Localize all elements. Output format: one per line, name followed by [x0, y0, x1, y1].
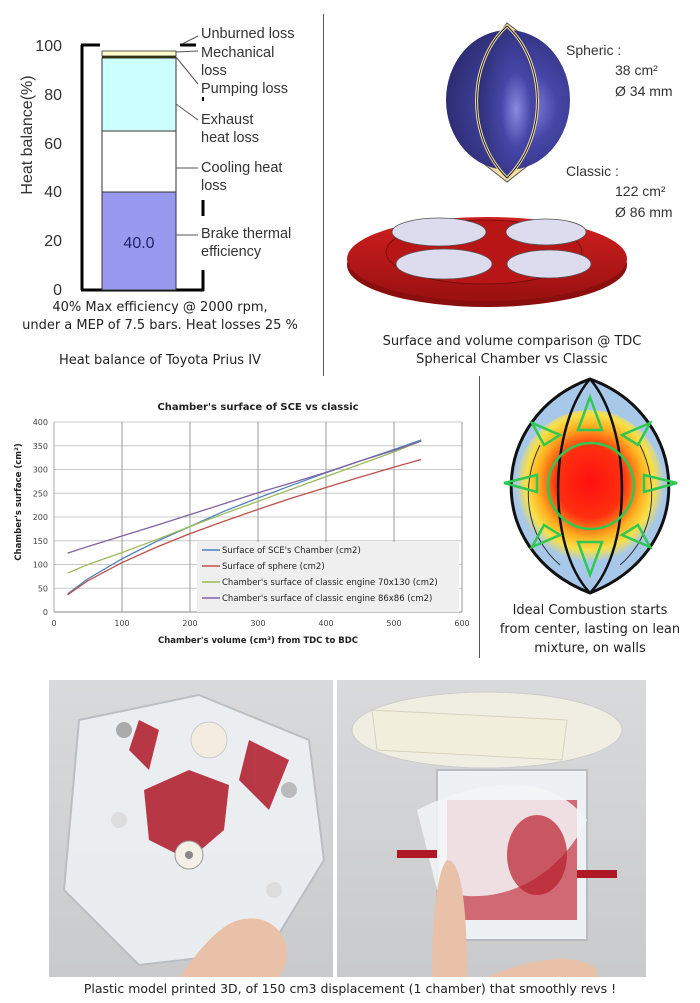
svg-text:300: 300 [250, 619, 265, 628]
comparison-caption-1: Surface and volume comparison @ TDC [382, 334, 642, 349]
spheric-chamber-shape [446, 22, 570, 183]
combustion-diagram [503, 377, 678, 595]
surface-line-chart: Chamber's surface of SCE vs classic 0 50 1… [14, 402, 470, 646]
svg-text:loss: loss [201, 178, 227, 194]
divider-top [323, 14, 324, 376]
y-tick-labels: 100 80 60 40 20 0 [35, 38, 62, 299]
svg-text:600: 600 [454, 619, 469, 628]
divider-middle [479, 376, 480, 658]
segment-pumping [102, 56, 176, 58]
svg-text:0: 0 [51, 619, 56, 628]
classic-chamber-shape [347, 217, 627, 307]
svg-text:20: 20 [44, 233, 62, 250]
svg-text:Brake thermal: Brake thermal [201, 226, 291, 242]
svg-text:Exhaust: Exhaust [201, 112, 253, 128]
svg-text:efficiency: efficiency [201, 244, 262, 260]
combustion-caption-1: Ideal Combustion starts [512, 603, 668, 618]
comparison-caption-2: Spherical Chamber vs Classic [416, 352, 608, 367]
svg-text:loss: loss [201, 63, 227, 79]
svg-text:Pumping loss: Pumping loss [201, 81, 288, 97]
classic-label: Classic : [566, 163, 619, 179]
bar-value-label: 40.0 [123, 235, 154, 252]
chart-tick-labels: 0 50 100 150 200 250 300 350 400 0 100 200 300 400 500… [33, 418, 470, 628]
svg-text:Mechanical: Mechanical [201, 45, 274, 61]
series-line-1 [67, 458, 422, 596]
chart-legend-entries: Surface of SCE's Chamber (cm2) Surface of… [202, 546, 438, 604]
x-axis-title: Chamber's volume (cm³) from TDC to BDC [158, 636, 358, 646]
combustion-caption-3: mixture, on walls [534, 641, 646, 656]
chart-series-lines [67, 439, 422, 596]
svg-text:0: 0 [53, 282, 62, 299]
svg-text:40: 40 [44, 184, 62, 201]
combustion-caption-2: from center, lasting on lean [499, 622, 681, 637]
chamber-3d-illustration [347, 22, 627, 307]
classic-area: 122 cm² [615, 183, 666, 199]
svg-text:Chamber's surface of classic e: Chamber's surface of classic engine 70x1… [222, 578, 438, 588]
photo-model-front [49, 680, 333, 977]
heat-balance-note-2: under a MEP of 7.5 bars. Heat losses 25 … [22, 318, 298, 333]
y-axis-title: Chamber's surface (cm²) [14, 443, 24, 561]
svg-text:100: 100 [114, 619, 129, 628]
svg-text:Chamber's surface of classic e: Chamber's surface of classic engine 86x8… [222, 594, 432, 604]
svg-text:50: 50 [38, 584, 48, 593]
svg-text:Cooling heat: Cooling heat [201, 160, 282, 176]
flame-propagation-arrows [503, 393, 678, 579]
photo-model-side [337, 680, 646, 977]
chart-legend [197, 542, 459, 612]
chart-title: Chamber's surface of SCE vs classic [157, 402, 358, 413]
svg-text:500: 500 [386, 619, 401, 628]
svg-text:150: 150 [33, 537, 48, 546]
svg-text:Surface of SCE's Chamber (cm2): Surface of SCE's Chamber (cm2) [222, 546, 361, 556]
surface-line-chart-figure: Chamber's surface of SCE vs classic 0 50 1… [0, 385, 478, 655]
y-axis-label: Heat balance(%) [19, 75, 36, 194]
spheric-diameter: Ø 34 mm [615, 83, 673, 99]
heat-balance-bar-chart: Heat balance(%) 100 80 60 40 20 0 40.0 [19, 26, 295, 299]
heat-balance-figure: Heat balance(%) 100 80 60 40 20 0 40.0 [0, 0, 320, 375]
svg-text:200: 200 [33, 513, 48, 522]
svg-text:400: 400 [318, 619, 333, 628]
segment-mechanical [101, 50, 177, 57]
svg-text:100: 100 [35, 38, 62, 55]
segment-exhaust [101, 57, 177, 132]
svg-text:Unburned loss: Unburned loss [201, 26, 295, 42]
heat-balance-note-1: 40% Max efficiency @ 2000 rpm, [52, 300, 268, 315]
svg-text:350: 350 [33, 442, 48, 451]
svg-text:60: 60 [44, 136, 62, 153]
svg-text:Surface of sphere (cm2): Surface of sphere (cm2) [222, 562, 325, 572]
surface-comparison-figure: Spheric : 38 cm² Ø 34 mm Classic : 122 c… [324, 0, 700, 375]
svg-text:0: 0 [43, 608, 48, 617]
svg-text:80: 80 [44, 87, 62, 104]
engine-model-side-illustration [351, 691, 623, 977]
spheric-area: 38 cm² [615, 62, 658, 78]
combustion-figure: Ideal Combustion starts from center, las… [480, 375, 700, 665]
segment-cooling [101, 130, 177, 193]
photos-caption: Plastic model printed 3D, of 150 cm3 dis… [83, 981, 617, 996]
svg-text:200: 200 [182, 619, 197, 628]
series-line-3 [67, 440, 422, 554]
svg-text:400: 400 [33, 418, 48, 427]
segment-labels: Unburned loss Mechanical loss Pumping lo… [201, 26, 295, 260]
spheric-label: Spheric : [566, 42, 622, 58]
series-line-2 [67, 440, 422, 574]
svg-text:heat loss: heat loss [201, 130, 259, 146]
svg-text:300: 300 [33, 466, 48, 475]
heat-balance-caption: Heat balance of Toyota Prius IV [59, 353, 261, 368]
engine-model-front-illustration [62, 693, 326, 977]
classic-diameter: Ø 86 mm [615, 204, 673, 220]
svg-text:250: 250 [33, 489, 48, 498]
segment-brake-thermal [101, 191, 177, 291]
svg-text:100: 100 [33, 561, 48, 570]
